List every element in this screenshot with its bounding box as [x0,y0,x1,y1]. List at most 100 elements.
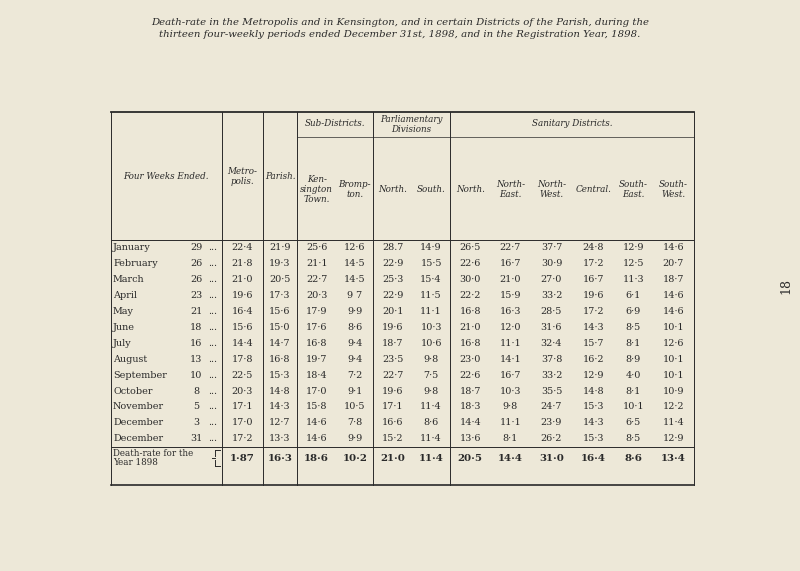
Text: 16·4: 16·4 [581,453,606,463]
Text: 19·7: 19·7 [306,355,327,364]
Text: 25·3: 25·3 [382,275,404,284]
Text: ...: ... [208,434,217,443]
Text: 19·6: 19·6 [382,323,404,332]
Text: 14·5: 14·5 [344,275,366,284]
Text: 14·8: 14·8 [270,387,291,396]
Text: 21: 21 [190,307,202,316]
Text: 15·3: 15·3 [270,371,290,380]
Text: 11·1: 11·1 [420,307,442,316]
Text: 11·4: 11·4 [662,419,684,427]
Text: Death-rate for the: Death-rate for the [113,449,194,458]
Text: 11·4: 11·4 [420,434,442,443]
Text: 10·1: 10·1 [662,355,684,364]
Text: 17·9: 17·9 [306,307,327,316]
Text: 14·4: 14·4 [459,419,481,427]
Text: 23·5: 23·5 [382,355,404,364]
Text: ...: ... [208,307,217,316]
Text: 11·1: 11·1 [500,419,522,427]
Text: March: March [113,275,145,284]
Text: 10·1: 10·1 [662,323,684,332]
Text: 10·2: 10·2 [342,453,367,463]
Text: 6·1: 6·1 [626,291,641,300]
Text: ...: ... [208,323,217,332]
Text: Year 1898: Year 1898 [113,459,158,467]
Text: 15·2: 15·2 [382,434,404,443]
Text: May: May [113,307,134,316]
Text: 18·6: 18·6 [304,453,329,463]
Text: 15·3: 15·3 [582,403,604,411]
Text: 8·6: 8·6 [625,453,642,463]
Text: 23: 23 [190,291,202,300]
Text: 20·7: 20·7 [662,259,684,268]
Text: 14·5: 14·5 [344,259,366,268]
Text: 10·3: 10·3 [500,387,522,396]
Text: Metro-
polis.: Metro- polis. [227,167,258,186]
Text: 22·2: 22·2 [459,291,481,300]
Text: 8·5: 8·5 [626,434,641,443]
Text: Death-rate in the Metropolis and in Kensington, and in certain Districts of the : Death-rate in the Metropolis and in Kens… [151,18,649,27]
Text: 31·6: 31·6 [541,323,562,332]
Text: 14·6: 14·6 [306,434,327,443]
Text: ...: ... [208,339,217,348]
Text: 8·1: 8·1 [503,434,518,443]
Text: 20·1: 20·1 [382,307,404,316]
Text: 14·7: 14·7 [270,339,291,348]
Text: 8·6: 8·6 [347,323,362,332]
Text: 21·0: 21·0 [231,275,253,284]
Text: Parliamentary
Divisions: Parliamentary Divisions [380,115,442,134]
Text: 14·6: 14·6 [306,419,327,427]
Text: North.: North. [456,185,485,194]
Text: 16·8: 16·8 [459,307,481,316]
Text: 12·9: 12·9 [662,434,684,443]
Text: 10·1: 10·1 [662,371,684,380]
Text: November: November [113,403,164,411]
Text: 11·3: 11·3 [622,275,644,284]
Text: 14·3: 14·3 [270,403,291,411]
Text: 17·1: 17·1 [382,403,404,411]
Text: 31: 31 [190,434,202,443]
Text: 18: 18 [190,323,202,332]
Text: North.: North. [378,185,407,194]
Text: 32·4: 32·4 [541,339,562,348]
Text: 6·9: 6·9 [626,307,641,316]
Text: 16·8: 16·8 [270,355,290,364]
Text: 12·5: 12·5 [622,259,644,268]
Text: ...: ... [208,291,217,300]
Text: 22·9: 22·9 [382,291,404,300]
Text: 15·9: 15·9 [500,291,522,300]
Text: ...: ... [208,275,217,284]
Text: 26·2: 26·2 [541,434,562,443]
Text: 20·5: 20·5 [270,275,290,284]
Text: 7·2: 7·2 [347,371,362,380]
Text: 18·7: 18·7 [662,275,684,284]
Text: 8·1: 8·1 [626,339,641,348]
Text: 15·4: 15·4 [420,275,442,284]
Text: 23·0: 23·0 [459,355,481,364]
Text: 22·7: 22·7 [500,243,521,252]
Text: 15·5: 15·5 [420,259,442,268]
Text: 9·4: 9·4 [347,339,362,348]
Text: 8·5: 8·5 [626,323,641,332]
Text: 25·6: 25·6 [306,243,327,252]
Text: 16: 16 [190,339,202,348]
Text: 21·1: 21·1 [306,259,327,268]
Text: 22·7: 22·7 [306,275,327,284]
Text: 19·3: 19·3 [270,259,290,268]
Text: 14·1: 14·1 [500,355,522,364]
Text: 21·0: 21·0 [459,323,481,332]
Text: 14·4: 14·4 [231,339,253,348]
Text: 12·6: 12·6 [344,243,366,252]
Text: 17·0: 17·0 [231,419,253,427]
Text: 20·3: 20·3 [306,291,327,300]
Text: 28.7: 28.7 [382,243,404,252]
Text: 10·3: 10·3 [420,323,442,332]
Text: South-
East.: South- East. [619,180,648,199]
Text: July: July [113,339,132,348]
Text: Central.: Central. [575,185,611,194]
Text: 24·7: 24·7 [541,403,562,411]
Text: 33·2: 33·2 [541,371,562,380]
Text: 9·8: 9·8 [423,355,438,364]
Text: 16·8: 16·8 [459,339,481,348]
Text: 37·8: 37·8 [541,355,562,364]
Text: ...: ... [208,403,217,411]
